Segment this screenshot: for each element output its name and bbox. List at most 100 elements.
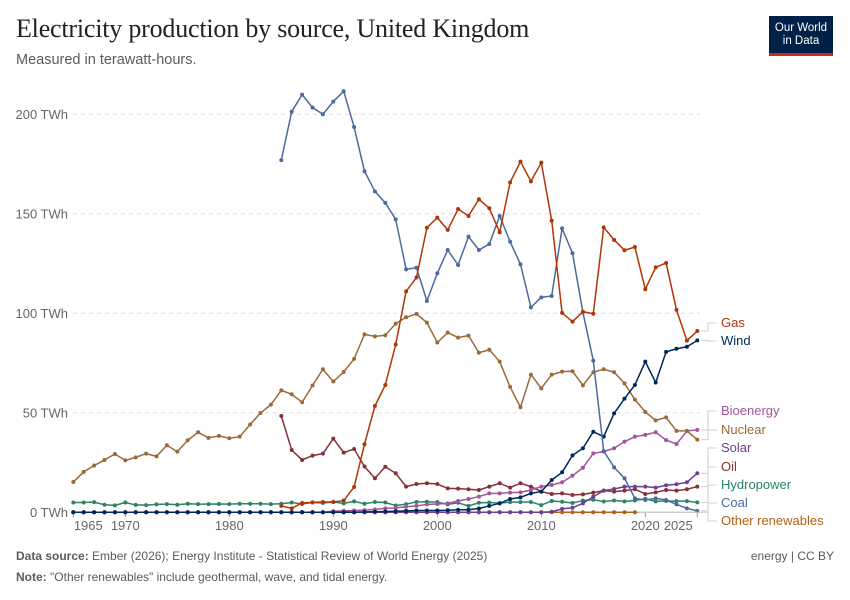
data-point <box>279 158 284 163</box>
data-point <box>362 442 367 447</box>
data-point <box>539 503 544 508</box>
data-point <box>279 503 284 508</box>
data-point <box>216 501 221 506</box>
legend-label-coal[interactable]: Coal <box>721 495 748 510</box>
data-point <box>570 453 575 458</box>
data-point <box>508 510 513 515</box>
data-point <box>622 476 627 481</box>
legend-connector <box>638 511 717 522</box>
legend-label-wind[interactable]: Wind <box>721 333 751 348</box>
data-point <box>674 428 679 433</box>
data-point <box>695 500 700 505</box>
chart-title: Electricity production by source, United… <box>16 14 530 43</box>
data-point <box>445 248 450 253</box>
data-point <box>164 443 169 448</box>
data-point <box>580 309 585 314</box>
data-point <box>102 510 107 515</box>
data-point <box>341 370 346 375</box>
data-point <box>279 510 284 515</box>
data-point <box>258 410 263 415</box>
data-point <box>684 480 689 485</box>
legend-label-oil[interactable]: Oil <box>721 459 737 474</box>
data-point <box>622 381 627 386</box>
data-point <box>591 490 596 495</box>
data-point <box>352 499 357 504</box>
data-point <box>601 499 606 504</box>
data-point <box>133 502 138 507</box>
data-point <box>310 383 315 388</box>
data-point <box>674 488 679 493</box>
data-point <box>414 508 419 513</box>
data-point <box>570 369 575 374</box>
data-point <box>549 509 554 514</box>
data-point <box>92 500 97 505</box>
data-point <box>580 510 585 515</box>
legend-label-bioenergy[interactable]: Bioenergy <box>721 403 780 418</box>
data-point <box>175 502 180 507</box>
data-point <box>320 510 325 515</box>
data-point <box>695 329 700 334</box>
data-point <box>580 446 585 451</box>
data-point <box>445 330 450 335</box>
data-point <box>300 457 305 462</box>
data-point <box>310 500 315 505</box>
data-point <box>518 500 523 505</box>
data-point <box>123 510 128 515</box>
data-point <box>549 483 554 488</box>
data-point <box>310 510 315 515</box>
data-point <box>112 451 117 456</box>
data-point <box>476 197 481 202</box>
data-point <box>653 490 658 495</box>
data-point <box>92 510 97 515</box>
data-point <box>404 289 409 294</box>
data-point <box>518 510 523 515</box>
data-point <box>258 510 263 515</box>
data-point <box>664 483 669 488</box>
data-point <box>268 502 273 507</box>
data-point <box>81 510 86 515</box>
legend-label-hydropower[interactable]: Hydropower <box>721 477 792 492</box>
data-point <box>476 248 481 253</box>
data-point <box>466 487 471 492</box>
data-point <box>393 321 398 326</box>
data-point <box>632 484 637 489</box>
data-point <box>289 392 294 397</box>
data-point <box>560 506 565 511</box>
legend-label-nuclear[interactable]: Nuclear <box>721 422 766 437</box>
legend-label-solar[interactable]: Solar <box>721 440 752 455</box>
data-point <box>539 295 544 300</box>
data-point <box>695 437 700 442</box>
data-point <box>227 436 232 441</box>
data-point <box>206 502 211 507</box>
data-point <box>289 448 294 453</box>
data-point <box>133 510 138 515</box>
legend-label-other-renewables[interactable]: Other renewables <box>721 513 824 528</box>
data-point <box>372 476 377 481</box>
data-point <box>445 227 450 232</box>
data-point <box>154 502 159 507</box>
data-point <box>632 397 637 402</box>
data-point <box>372 404 377 409</box>
x-tick-label: 1970 <box>111 518 140 533</box>
data-point <box>123 458 128 463</box>
data-point <box>549 372 554 377</box>
data-point <box>362 464 367 469</box>
y-tick-label: 200 TWh <box>15 107 68 122</box>
data-point <box>476 500 481 505</box>
license[interactable]: energy | CC BY <box>750 549 834 563</box>
data-point <box>144 510 149 515</box>
data-point <box>424 320 429 325</box>
data-point <box>518 490 523 495</box>
data-point <box>456 207 461 212</box>
owid-logo[interactable]: Our World in Data <box>769 16 833 56</box>
data-point <box>341 501 346 506</box>
data-point <box>674 482 679 487</box>
data-point <box>268 510 273 515</box>
legend-label-gas[interactable]: Gas <box>721 315 745 330</box>
data-point <box>580 383 585 388</box>
source-text[interactable]: Ember (2026); Energy Institute - Statist… <box>92 549 488 563</box>
series-nuclear <box>71 311 700 485</box>
data-point <box>456 498 461 503</box>
data-point <box>622 484 627 489</box>
